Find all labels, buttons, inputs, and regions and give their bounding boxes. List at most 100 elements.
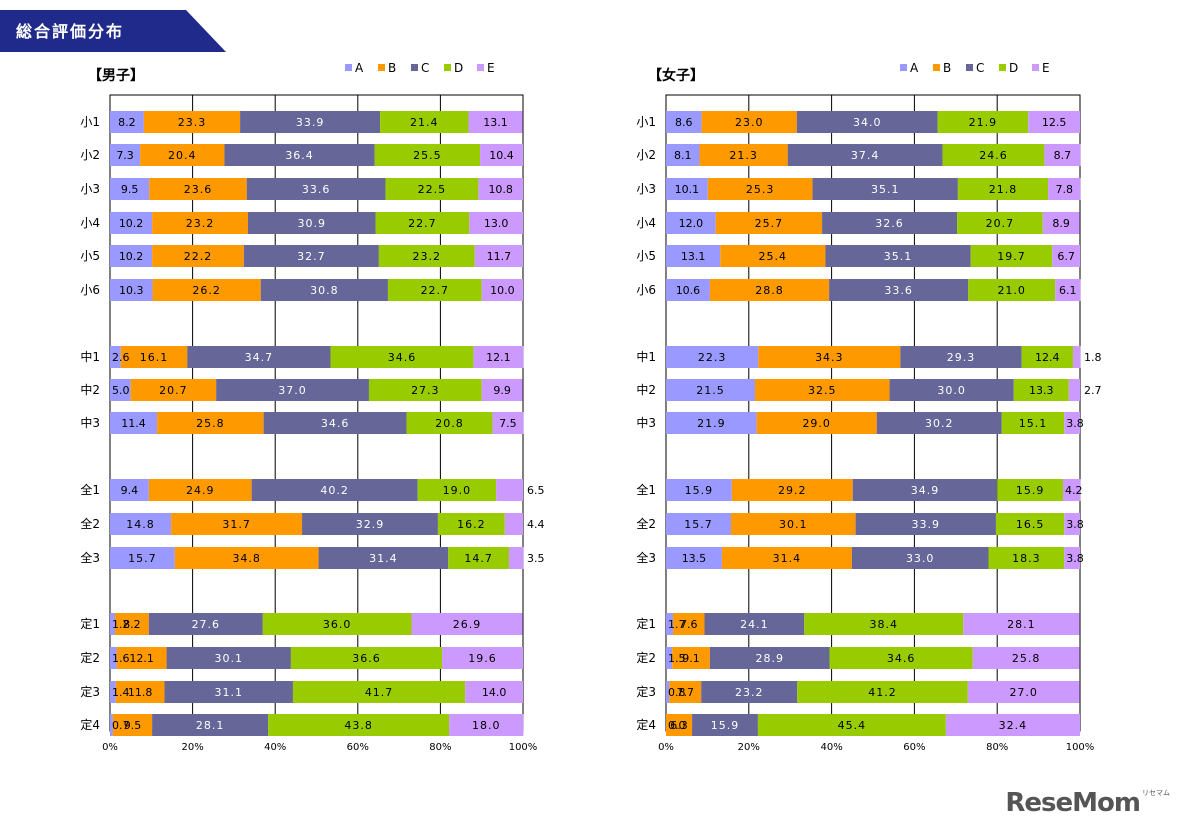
data-label: 8.2 [118, 116, 136, 129]
data-label: 3.8 [1066, 417, 1084, 430]
data-label: 11.4 [121, 417, 146, 430]
bar-segment-A [666, 279, 710, 301]
bar-segment-C [164, 681, 293, 703]
data-label: 12.0 [679, 217, 704, 230]
chart-boys: 【男子】 A B C D E 0% 20% 40% 60% 80% 100% 小1 8.2 23.3 33.9… [80, 61, 544, 753]
bar-segment-C [852, 479, 998, 501]
data-label: 2.6 [112, 351, 130, 364]
data-label: 16.2 [457, 518, 486, 531]
data-label: 31.4 [773, 552, 802, 565]
data-label: 25.4 [759, 250, 788, 263]
x-tick-label: 20% [181, 742, 203, 753]
data-label: 32.5 [808, 384, 837, 397]
x-tick-label: 0% [658, 742, 674, 753]
bar-segment-A [666, 178, 708, 200]
data-label: 20.7 [159, 384, 188, 397]
legend-label-A: A [355, 61, 364, 75]
bar-segment-D [1021, 346, 1073, 368]
bar-segment-B [756, 412, 877, 434]
data-label: 33.0 [906, 552, 935, 565]
data-label: 37.4 [851, 149, 880, 162]
data-label: 31.7 [222, 518, 251, 531]
data-label: 36.6 [352, 652, 381, 665]
data-label: 20.7 [986, 217, 1015, 230]
legend-label-C: C [976, 61, 984, 75]
chart-title: 【女子】 [648, 67, 704, 84]
bar-segment-D [292, 681, 466, 703]
data-label: 23.3 [178, 116, 207, 129]
bar-segment-D [406, 412, 493, 434]
category-label: 中1 [636, 349, 656, 364]
category-label: 中2 [80, 382, 100, 397]
bar-segment-D [437, 513, 505, 535]
data-label: 8.7 [1054, 149, 1072, 162]
chart-title: 【男子】 [88, 68, 144, 84]
data-label: 34.6 [388, 351, 417, 364]
x-tick-label: 80% [986, 742, 1008, 753]
data-label: 38.4 [870, 618, 899, 631]
bar-segment-D [1013, 379, 1069, 401]
bar-segment-D [829, 647, 973, 669]
bar-segment-D [995, 513, 1065, 535]
legend-label-D: D [1009, 61, 1018, 75]
data-label: 34.6 [321, 417, 350, 430]
data-label: 25.8 [1012, 652, 1041, 665]
bar-segment-A [666, 681, 670, 703]
bar-segment-D [937, 111, 1029, 133]
bar-segment-E [411, 613, 523, 635]
bar-segment-A [110, 647, 117, 669]
data-label: 12.4 [1035, 351, 1060, 364]
bar-segment-C [701, 681, 798, 703]
bar-segment-C [216, 379, 369, 401]
bar-segment-B [730, 513, 856, 535]
bar-segment-B [174, 547, 319, 569]
data-label: 30.1 [779, 518, 808, 531]
bar-segment-B [120, 346, 188, 368]
bar-segment-A [110, 714, 113, 736]
bar-segment-D [797, 681, 968, 703]
bar-segment-E [468, 111, 523, 133]
data-label: 22.7 [421, 284, 450, 297]
bar-segment-A [666, 245, 721, 267]
data-label: 36.0 [323, 618, 352, 631]
bar-segment-B [721, 547, 852, 569]
data-label: 21.3 [729, 149, 758, 162]
bar-segment-D [262, 613, 412, 635]
data-label: 31.4 [369, 552, 398, 565]
bar-segment-C [251, 479, 418, 501]
bar-segment-C [224, 144, 375, 166]
category-label: 小1 [80, 115, 100, 129]
bar-segment-B [148, 479, 252, 501]
bar-segment-C [152, 714, 269, 736]
data-label: 21.0 [997, 284, 1026, 297]
bar-segment-B [152, 279, 261, 301]
legend-label-B: B [943, 61, 951, 75]
bar-segment-D [942, 144, 1045, 166]
bar-segment-C [876, 412, 1002, 434]
legend-label-D: D [454, 61, 463, 75]
section-banner: 総合評価分布 [0, 10, 226, 52]
data-label: 4.2 [1065, 484, 1083, 497]
category-label: 全3 [80, 550, 100, 565]
bar-segment-D [957, 212, 1043, 234]
bar-segment-A [110, 178, 150, 200]
data-label: 21.4 [410, 116, 439, 129]
data-label: 12.1 [486, 351, 511, 364]
bar-segment-E [1052, 245, 1080, 267]
x-tick-label: 40% [264, 742, 286, 753]
bar-segment-C [166, 647, 291, 669]
bar-segment-E [1063, 479, 1081, 501]
data-label: 15.9 [711, 719, 740, 732]
bar-segment-E [442, 647, 523, 669]
legend-label-C: C [421, 61, 429, 75]
data-label: 12.5 [1042, 116, 1067, 129]
bar-segment-B [157, 412, 264, 434]
data-label: 22.2 [184, 250, 213, 263]
data-label: 35.1 [884, 250, 913, 263]
category-label: 小5 [80, 249, 100, 263]
category-label: 小4 [636, 216, 656, 230]
data-label: 16.1 [140, 351, 169, 364]
bar-segment-B [755, 379, 890, 401]
data-label: 18.3 [1012, 552, 1041, 565]
data-label: 24.9 [186, 484, 215, 497]
